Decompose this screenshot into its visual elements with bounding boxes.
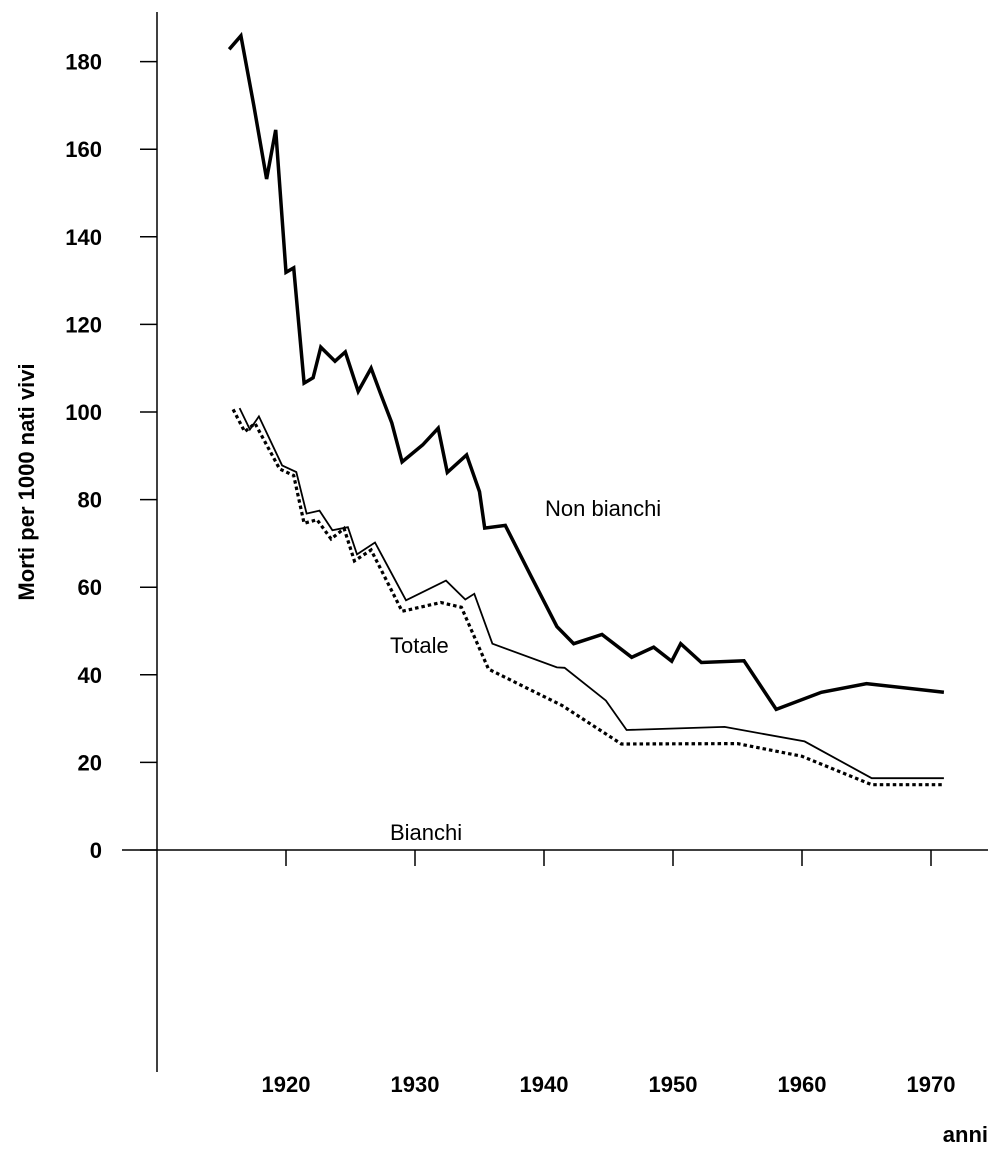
y-tick-label: 60 [78, 575, 102, 600]
y-tick-label: 180 [65, 50, 102, 75]
y-ticks: 0 20 40 60 80 100 120 140 160 180 [65, 50, 157, 863]
y-tick-label: 20 [78, 750, 102, 775]
x-tick-label: 1940 [520, 1072, 569, 1097]
y-tick-label: 40 [78, 663, 102, 688]
x-tick-label: 1960 [778, 1072, 827, 1097]
series-line-non-bianchi [227, 31, 945, 712]
x-tick-label: 1920 [262, 1072, 311, 1097]
series-label-non-bianchi: Non bianchi [545, 496, 661, 521]
x-tick-label: 1950 [649, 1072, 698, 1097]
series-line-totale [238, 407, 944, 780]
y-tick-label: 160 [65, 137, 102, 162]
x-ticks: 1920 1930 1940 1950 1960 1970 [262, 850, 956, 1097]
y-tick-label: 140 [65, 225, 102, 250]
y-tick-label: 100 [65, 400, 102, 425]
series-label-bianchi: Bianchi [390, 820, 462, 845]
x-tick-label: 1930 [391, 1072, 440, 1097]
axes [122, 12, 988, 1072]
x-tick-label: 1970 [907, 1072, 956, 1097]
series-label-totale: Totale [390, 633, 449, 658]
series-lines [227, 31, 945, 787]
y-tick-label: 80 [78, 488, 102, 513]
y-tick-label: 120 [65, 312, 102, 337]
y-tick-label: 0 [90, 838, 102, 863]
x-axis-title: anni [943, 1122, 988, 1147]
y-axis-title: Morti per 1000 nati vivi [14, 363, 39, 600]
series-line-bianchi [231, 408, 944, 787]
